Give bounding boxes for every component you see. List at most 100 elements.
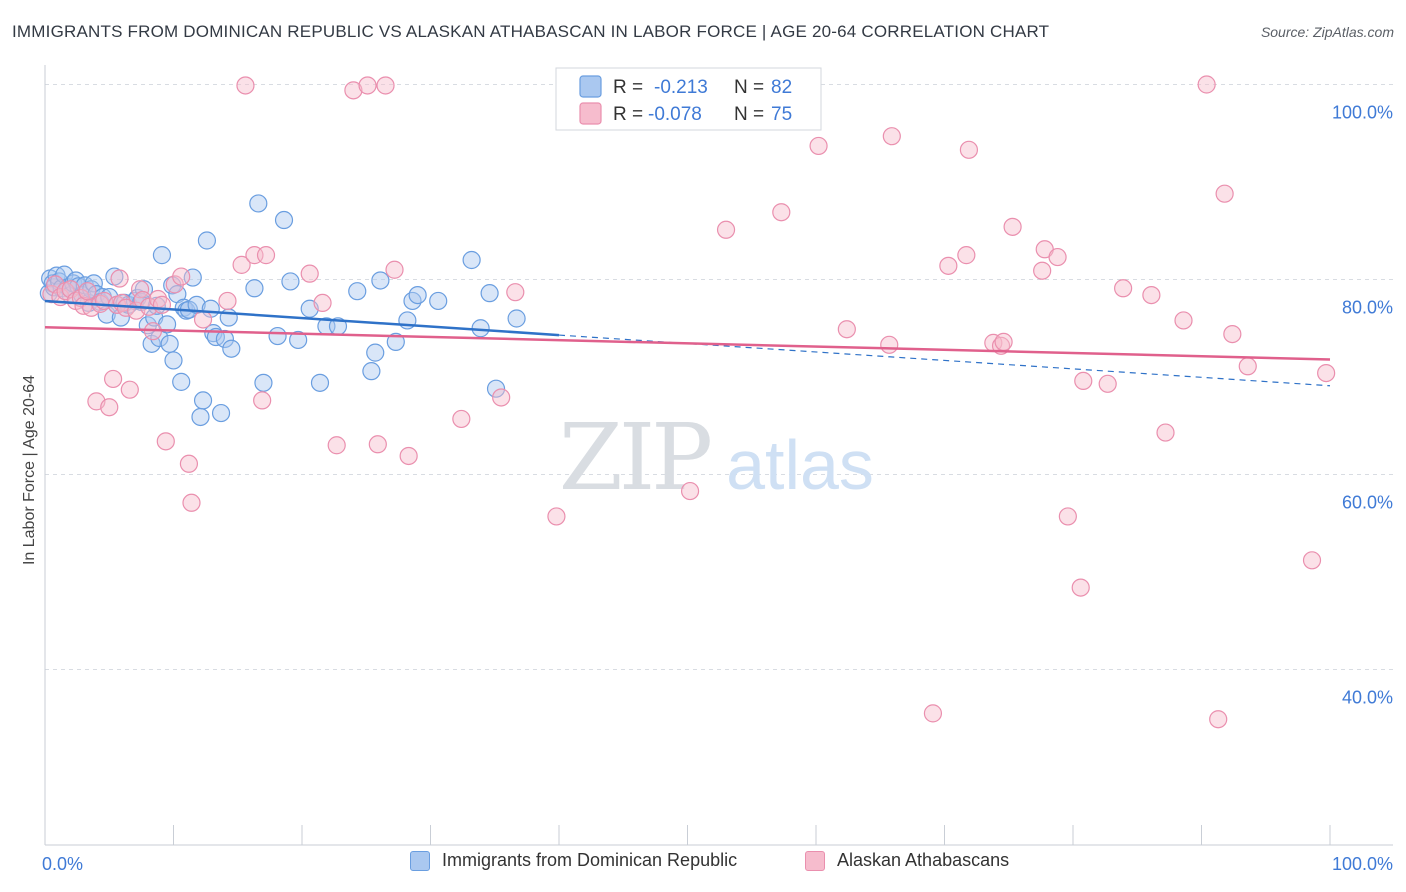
axes — [44, 65, 1393, 846]
legend-n-label: N = — [734, 104, 764, 125]
legend-n-label: N = — [734, 77, 764, 98]
data-point — [310, 373, 330, 392]
data-point — [249, 194, 268, 213]
chart-title: IMMIGRANTS FROM DOMINICAN REPUBLIC VS AL… — [12, 22, 1050, 41]
data-point — [1048, 247, 1067, 267]
data-point — [1302, 551, 1322, 570]
trend-line-blue-extrapolated — [558, 334, 1331, 387]
data-point — [222, 339, 241, 358]
legend-swatch-blue — [579, 75, 602, 98]
tick-labels: 40.0% 60.0% 80.0% 100.0% 0.0% 100.0% — [42, 103, 1393, 875]
legend-r-value: -0.213 — [654, 77, 708, 98]
data-point — [78, 282, 97, 301]
data-point — [232, 255, 251, 274]
data-point — [1114, 279, 1133, 298]
data-point — [880, 335, 899, 354]
data-point — [211, 403, 231, 423]
data-point — [1156, 423, 1175, 442]
data-point — [191, 407, 210, 427]
data-point — [939, 256, 958, 275]
data-point — [772, 203, 791, 222]
data-point — [152, 246, 172, 265]
data-point — [994, 332, 1013, 351]
data-point — [1058, 507, 1077, 526]
data-point — [480, 284, 499, 303]
data-point — [1223, 325, 1242, 344]
data-point — [1174, 311, 1193, 330]
data-point — [256, 246, 276, 265]
data-point — [1033, 261, 1052, 280]
data-point — [462, 250, 481, 270]
legend-r-label: R = — [613, 77, 643, 98]
correlation-legend: R = -0.213 N = 82 R = -0.078 N = 75 — [555, 67, 822, 131]
data-point — [197, 231, 217, 250]
data-point — [923, 704, 943, 723]
legend-n-value: 82 — [771, 77, 792, 98]
gridlines — [45, 84, 1393, 670]
data-point — [385, 260, 404, 279]
data-point — [1197, 75, 1216, 94]
data-point — [403, 291, 422, 311]
trend-lines — [44, 299, 1331, 387]
data-point — [344, 81, 363, 100]
data-point — [1098, 374, 1117, 393]
watermark-atlas: atlas — [726, 426, 874, 504]
data-point — [160, 334, 179, 353]
data-point — [1238, 357, 1257, 376]
data-point — [215, 329, 234, 349]
data-point — [680, 481, 700, 501]
data-point — [104, 369, 123, 389]
data-point — [429, 291, 448, 311]
data-point — [837, 320, 856, 339]
legend-label-athabascans: Alaskan Athabascans — [837, 850, 1010, 870]
legend-n-value: 75 — [771, 104, 792, 125]
watermark-zip: ZIP — [559, 404, 710, 511]
data-point — [386, 332, 405, 351]
legend-label-immigrants: Immigrants from Dominican Republic — [442, 850, 738, 870]
data-point — [218, 291, 237, 311]
legend-r-value: -0.078 — [648, 104, 702, 125]
data-point — [1215, 184, 1234, 203]
data-point — [245, 279, 264, 298]
data-point — [1209, 710, 1228, 729]
data-point — [452, 409, 471, 429]
legend-item-immigrants[interactable]: Immigrants from Dominican Republic — [410, 850, 737, 871]
data-point — [882, 127, 901, 146]
x-tick-label: 0.0% — [42, 854, 83, 874]
data-point — [1142, 286, 1161, 305]
data-point — [399, 446, 418, 466]
data-point — [368, 435, 387, 454]
data-point — [492, 388, 511, 407]
y-tick-label: 40.0% — [1342, 688, 1393, 708]
data-point — [182, 493, 201, 512]
legend-item-athabascans[interactable]: Alaskan Athabascans — [805, 850, 1009, 871]
data-point — [193, 310, 213, 329]
legend-r-label: R = — [613, 104, 643, 125]
data-point — [547, 507, 566, 526]
y-tick-label: 60.0% — [1342, 493, 1393, 513]
data-point — [236, 76, 255, 95]
trend-line-pink — [44, 326, 1331, 361]
x-tick-label: 100.0% — [1332, 854, 1393, 874]
data-point — [152, 295, 172, 314]
series-alaskan-athabascans — [42, 75, 1336, 729]
data-point — [507, 309, 526, 328]
data-point — [1074, 371, 1093, 390]
data-point — [486, 379, 506, 398]
source-label: Source: ZipAtlas.com — [1260, 24, 1394, 40]
data-point — [100, 398, 119, 417]
data-point — [253, 391, 272, 410]
data-point — [300, 264, 319, 283]
data-point — [809, 136, 828, 156]
data-point — [179, 454, 199, 473]
data-point — [1003, 217, 1022, 236]
data-point — [506, 283, 525, 302]
data-point — [408, 286, 427, 305]
data-point — [172, 372, 191, 391]
data-point — [130, 280, 150, 299]
data-point — [1071, 578, 1090, 597]
data-point — [268, 326, 287, 346]
data-point — [193, 391, 213, 410]
y-tick-label: 100.0% — [1332, 103, 1393, 123]
